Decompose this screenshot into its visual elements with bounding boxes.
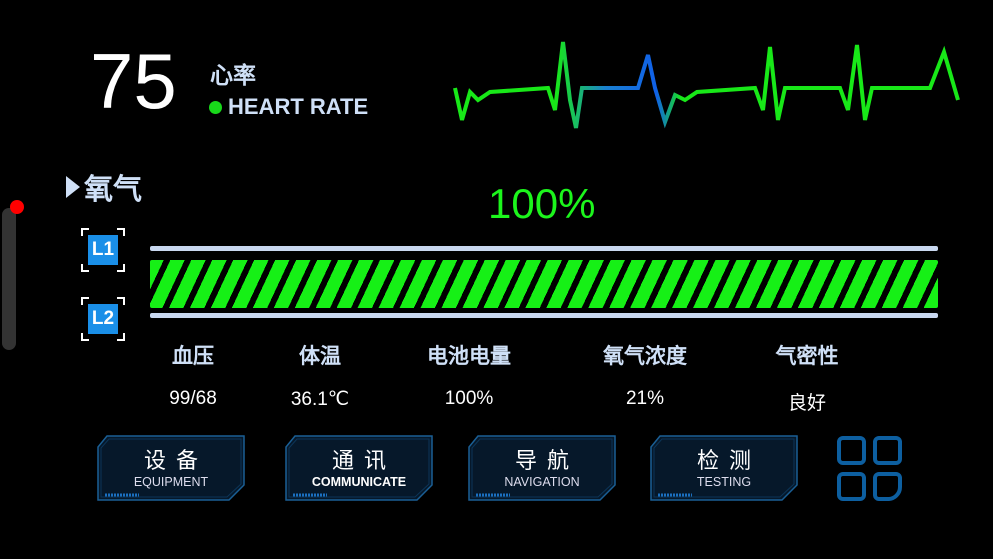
oxygen-percent: 100% [488, 180, 596, 227]
oxygen-title-text: 氧气 [84, 172, 143, 206]
bar-top-rail [150, 246, 938, 251]
heart-rate-value: 75 [90, 37, 177, 125]
heart-rate-waveform [453, 41, 960, 129]
stat-blood-pressure: 血压 99/68 [169, 344, 217, 409]
status-dot-icon [209, 100, 222, 114]
testing-button[interactable]: 检测 TESTING [650, 435, 798, 501]
grid-icon[interactable] [837, 436, 903, 502]
vertical-slider[interactable] [2, 208, 16, 350]
waveform-line [453, 41, 960, 129]
oxygen-progress-bar [150, 260, 938, 308]
stat-temperature: 体温 36.1℃ [290, 344, 350, 410]
slider-handle[interactable] [10, 200, 24, 214]
stat-airtightness: 气密性 良好 [775, 344, 839, 414]
stat-battery: 电池电量 100% [427, 344, 511, 409]
navigation-button[interactable]: 导航 NAVIGATION [468, 435, 616, 501]
heart-rate-label: HEART RATE [209, 94, 368, 120]
level-label: L1 [88, 235, 118, 265]
level-l1-button[interactable]: L1 [81, 228, 125, 272]
level-l2-button[interactable]: L2 [81, 297, 125, 341]
stat-oxygen-concentration: 氧气浓度 21% [603, 344, 687, 409]
communicate-button[interactable]: 通讯 COMMUNICATE [285, 435, 433, 501]
oxygen-title: 氧气 [66, 166, 142, 208]
bar-bottom-rail [150, 313, 938, 318]
triangle-icon [66, 176, 80, 198]
equipment-button[interactable]: 设备 EQUIPMENT [97, 435, 245, 501]
heart-rate-label-cn: 心率 [210, 63, 256, 89]
level-label: L2 [88, 304, 118, 334]
heart-rate-label-en: HEART RATE [228, 94, 369, 119]
